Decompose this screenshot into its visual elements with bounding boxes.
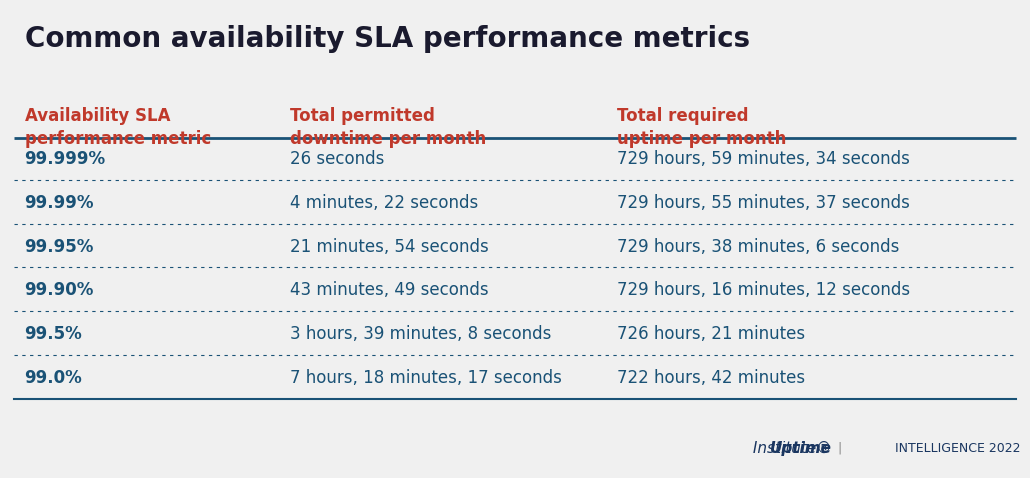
Text: 99.90%: 99.90% bbox=[25, 281, 94, 299]
Text: 4 minutes, 22 seconds: 4 minutes, 22 seconds bbox=[290, 194, 479, 212]
Text: Institute®: Institute® bbox=[710, 441, 831, 456]
Text: 99.95%: 99.95% bbox=[25, 238, 94, 256]
Text: Total required
uptime per month: Total required uptime per month bbox=[617, 108, 787, 148]
Text: 726 hours, 21 minutes: 726 hours, 21 minutes bbox=[617, 325, 805, 343]
Text: Common availability SLA performance metrics: Common availability SLA performance metr… bbox=[25, 25, 750, 54]
Text: Uptime: Uptime bbox=[769, 441, 831, 456]
Text: 729 hours, 59 minutes, 34 seconds: 729 hours, 59 minutes, 34 seconds bbox=[617, 150, 911, 168]
Text: 7 hours, 18 minutes, 17 seconds: 7 hours, 18 minutes, 17 seconds bbox=[290, 369, 562, 387]
Text: 729 hours, 16 minutes, 12 seconds: 729 hours, 16 minutes, 12 seconds bbox=[617, 281, 911, 299]
Text: 729 hours, 38 minutes, 6 seconds: 729 hours, 38 minutes, 6 seconds bbox=[617, 238, 899, 256]
Text: 99.5%: 99.5% bbox=[25, 325, 82, 343]
Text: Total permitted
downtime per month: Total permitted downtime per month bbox=[290, 108, 486, 148]
Text: 3 hours, 39 minutes, 8 seconds: 3 hours, 39 minutes, 8 seconds bbox=[290, 325, 552, 343]
Text: 21 minutes, 54 seconds: 21 minutes, 54 seconds bbox=[290, 238, 489, 256]
Text: 99.99%: 99.99% bbox=[25, 194, 94, 212]
Text: |: | bbox=[837, 442, 842, 455]
Text: 99.0%: 99.0% bbox=[25, 369, 82, 387]
Text: 99.999%: 99.999% bbox=[25, 150, 106, 168]
Text: INTELLIGENCE 2022: INTELLIGENCE 2022 bbox=[895, 442, 1021, 455]
Text: Availability SLA
performance metric: Availability SLA performance metric bbox=[25, 108, 211, 148]
Text: 729 hours, 55 minutes, 37 seconds: 729 hours, 55 minutes, 37 seconds bbox=[617, 194, 911, 212]
Text: 722 hours, 42 minutes: 722 hours, 42 minutes bbox=[617, 369, 805, 387]
Text: 43 minutes, 49 seconds: 43 minutes, 49 seconds bbox=[290, 281, 489, 299]
Text: 26 seconds: 26 seconds bbox=[290, 150, 384, 168]
